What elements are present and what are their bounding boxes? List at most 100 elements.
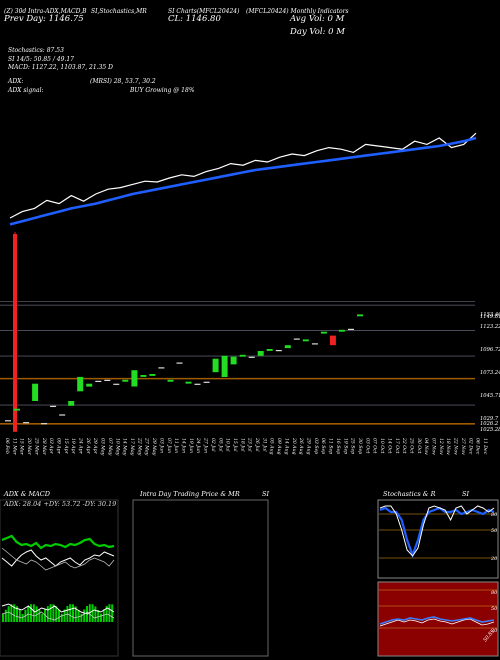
date-axis-label: 27 May [144,437,150,456]
si-value: SI 14/5: 50.85 / 49.17 [8,56,74,63]
header-indicators-2: SI,Stochastics,MR [91,8,147,15]
macd-signal-line [1,611,115,621]
price-axis-label: 1096.72 [480,347,500,353]
date-axis-label: 05 Jul [217,438,223,452]
stochastics-title: Stochastics & R [383,490,436,498]
candle [203,381,210,383]
macd-histogram-bar [35,606,38,622]
adx-macd-panel-frame [0,499,119,657]
date-axis-label: 14 May [122,438,128,456]
candle [230,356,237,365]
macd-histogram-bar [80,613,83,622]
date-axis-label: 11 Sep [328,438,334,454]
date-axis-label: 22 Oct [401,437,407,454]
intra-day-title: Intra Day Trading Price & MR [140,490,240,498]
date-axis-label: 10 Oct [379,438,385,454]
date-axis-label: 10 May [114,438,120,456]
macd-histogram-bar [2,614,4,622]
date-axis-label: 03 May [100,438,106,456]
si-white-line [379,618,495,627]
day-vol: Day Vol: 0 M [290,27,345,37]
date-axis-label: 14 Oct [386,438,392,454]
macd-histogram-bar [102,609,105,622]
candle [113,383,120,385]
date-axis-label: 14 Jun [181,438,187,453]
macd-histogram-bar [44,609,46,622]
candle [122,379,129,382]
di-minus-line [1,547,115,571]
candle [50,405,57,407]
date-axis-label: 22 May [136,437,142,456]
stoch-d-line [379,505,495,557]
macd-histogram-bar [10,604,13,622]
header-indicators: (Z) 30d Intra-ADX,MACD,B [4,8,87,15]
date-axis-label: 17 Oct [394,438,400,454]
date-axis-label: 26 Aug [298,437,304,455]
date-axis-label: 19 Sep [342,438,348,454]
date-axis-label: 02 Jul [210,438,216,452]
candle [131,370,138,387]
date-axis-label: 11 Dec [482,438,488,455]
macd-histogram-bar [100,613,102,622]
date-axis-label: 22 Nov [453,437,459,455]
si-level-50: 50 [491,606,498,612]
candle [41,423,48,425]
candle [68,401,75,406]
date-axis-label: 06 Dec [475,438,481,455]
date-axis-label: 23 Jul [247,437,253,452]
date-axis-label: 18 Jul [239,438,245,452]
candle [221,355,228,377]
candle [302,339,309,342]
date-axis-label: 19 Jun [188,438,194,453]
date-axis-label: 07 Jun [166,438,172,453]
price-axis-label: 1149.61 [480,314,500,320]
candle [14,408,20,411]
candle [348,328,354,330]
si-line [379,616,495,625]
candle [86,383,93,387]
price-axis-label: 1026.2 [480,421,498,427]
date-axis-label: 15 Apr [63,438,69,455]
date-axis-label: 17 May [129,438,135,456]
date-axis-label: 20 Mar [26,437,32,456]
macd-histogram-bar [74,606,77,622]
spike-candle [13,234,17,432]
adx-label: ADX: [8,78,24,85]
price-axis-label: 1123.22 [480,324,500,330]
date-axis-label: 30 Oct [416,438,422,454]
macd-histogram-bar [108,604,111,622]
date-axis-label: 14 Aug [283,438,289,455]
candle [167,379,174,382]
di-plus-line [1,549,115,567]
date-axis-label: 11 Mar [11,438,17,456]
date-axis-label: 25 Sep [350,437,356,454]
date-axis-label: 27 Jun [203,437,209,453]
candle [338,329,345,332]
candle [257,351,264,356]
header-chart-name: SI Charts(MFCL20424) [168,8,240,15]
sma-line [9,136,477,226]
macd-histogram-bar [41,613,44,622]
date-axis-label: 30 Sep [357,438,363,454]
candle [357,314,363,317]
date-axis-label: 06 Feb [4,438,10,454]
macd-histogram-bar [7,606,10,622]
macd-histogram-bar [77,610,80,622]
candle [311,343,318,345]
macd-histogram-bar [38,609,41,622]
date-axis-label: 25 Oct [409,437,415,454]
date-axis-label: 03 Sep [313,438,319,454]
candle [320,331,327,334]
date-axis-label: 07 Oct [372,438,378,454]
macd-histogram-bar [18,609,21,622]
stochastics-value: Stochastics: 87.53 [8,47,64,54]
candle [104,379,111,381]
date-axis-label: 29 May [151,437,157,456]
date-axis-label: 28 Mar [41,437,47,456]
candle [185,381,192,384]
stoch-k-line [379,506,495,559]
date-axis-label: 09 Apr [56,438,62,455]
date-axis-label: 16 Sep [335,438,341,454]
candle [275,350,282,352]
